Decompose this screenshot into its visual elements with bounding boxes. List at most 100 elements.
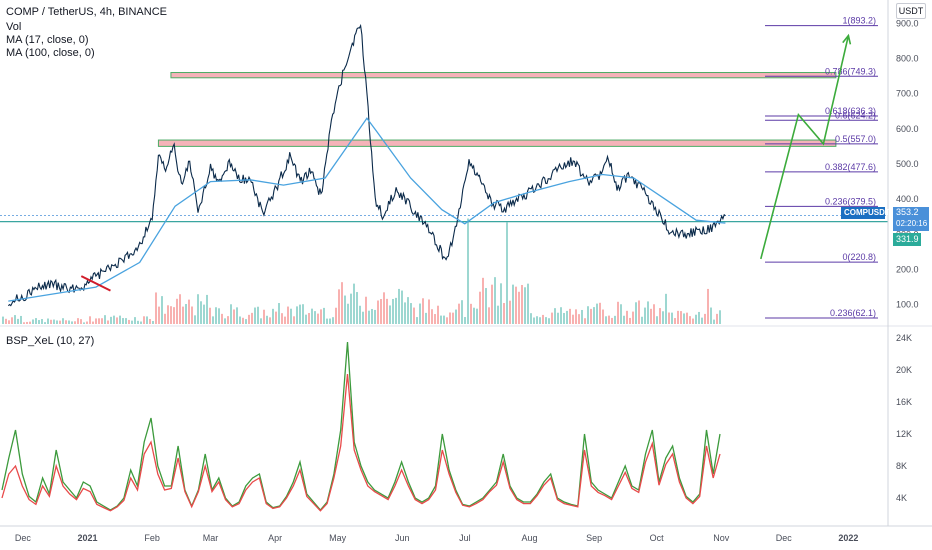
projection-path <box>760 35 850 260</box>
volume-bar <box>554 308 556 324</box>
volume-bar <box>443 315 445 324</box>
volume-bar <box>266 315 268 324</box>
volume-bar <box>38 320 40 324</box>
price-tick-label: 800.0 <box>896 53 919 63</box>
volume-bar <box>356 292 358 324</box>
volume-bar <box>623 315 625 324</box>
volume-bar <box>605 316 607 324</box>
fib-level-label: 0.382(477.6) <box>825 162 876 172</box>
volume-bar <box>530 313 532 324</box>
volume-bar <box>176 298 178 324</box>
volume-bar <box>509 300 511 324</box>
volume-bar <box>116 317 118 324</box>
legend-ma17[interactable]: MA (17, close, 0) <box>6 34 89 46</box>
volume-bar <box>500 283 502 324</box>
price-tick-label: 600.0 <box>896 124 919 134</box>
fib-level-label: 0.5(557.0) <box>835 134 876 144</box>
currency-button[interactable]: USDT <box>896 3 926 19</box>
volume-bar <box>503 303 505 324</box>
volume-bar <box>272 308 274 324</box>
volume-bar <box>335 307 337 324</box>
time-tick-label: Aug <box>521 533 537 543</box>
fib-level-label: 0.6(624.2) <box>835 110 876 120</box>
volume-bar <box>203 304 205 324</box>
time-tick-label: Jun <box>395 533 410 543</box>
volume-bar <box>80 319 82 324</box>
volume-bar <box>338 289 340 324</box>
volume-bar <box>146 316 148 324</box>
volume-bar <box>629 317 631 324</box>
volume-bar <box>665 293 667 324</box>
trendline[interactable] <box>80 275 111 292</box>
fibonacci-levels[interactable]: 1(893.2) 0.786(749.3) 0.618(636.3)0.6(624.… <box>765 16 878 319</box>
fib-level-label: 0.236(62.1) <box>830 308 876 318</box>
volume-bar <box>110 316 112 324</box>
volume-bar <box>173 307 175 324</box>
volume-bar <box>446 317 448 324</box>
volume-bar <box>704 313 706 324</box>
support-line[interactable] <box>0 215 888 223</box>
volume-bar <box>401 290 403 324</box>
volume-bar <box>377 300 379 324</box>
volume-bar <box>536 316 538 324</box>
volume-bar <box>287 306 289 324</box>
volume-bar <box>452 312 454 324</box>
volume-bar <box>386 298 388 324</box>
volume-bar <box>614 315 616 324</box>
legend-ma100[interactable]: MA (100, close, 0) <box>6 47 95 59</box>
volume-bar <box>86 321 88 324</box>
volume-bar <box>389 305 391 324</box>
oscillator-green-line <box>1 341 721 512</box>
oscillator-tick-label: 16K <box>896 397 912 407</box>
volume-bar <box>320 309 322 324</box>
volume-bar <box>353 283 355 324</box>
price-tick-label: 700.0 <box>896 89 919 99</box>
volume-bar <box>170 306 172 324</box>
volume-bar <box>248 314 250 324</box>
volume-bar <box>224 318 226 324</box>
volume-bar <box>167 305 169 324</box>
volume-bar <box>713 319 715 324</box>
volume-bar <box>260 318 262 324</box>
legend-oscillator[interactable]: BSP_XeL (10, 27) <box>6 335 95 347</box>
resistance-zone <box>170 72 837 79</box>
downtrend-line <box>80 275 111 292</box>
volume-bar <box>215 307 217 324</box>
volume-bar <box>632 311 634 324</box>
volume-bar <box>50 319 52 324</box>
volume-bar <box>620 304 622 324</box>
volume-bar <box>305 314 307 324</box>
volume-bar <box>2 316 4 324</box>
time-tick-label: Dec <box>15 533 32 543</box>
volume-bar <box>293 316 295 324</box>
volume-bar <box>275 311 277 324</box>
volume-bar <box>497 305 499 324</box>
volume-bar <box>521 284 523 324</box>
volume-bar <box>719 310 721 324</box>
projection-arrow[interactable] <box>760 33 852 260</box>
volume-bar <box>113 315 115 324</box>
volume-bar <box>416 317 418 324</box>
volume-bar <box>584 318 586 324</box>
volume-bar <box>209 307 211 324</box>
volume-bar <box>188 299 190 324</box>
resistance-zones[interactable] <box>157 72 837 147</box>
price-tick-label: 100.0 <box>896 300 919 310</box>
volume-bar <box>482 277 484 324</box>
volume-bar <box>278 303 280 324</box>
volume-bar <box>242 317 244 324</box>
volume-bar <box>656 316 658 324</box>
volume-bar <box>674 318 676 324</box>
volume-bar <box>230 304 232 324</box>
fib-level-label: 0.786(749.3) <box>825 66 876 76</box>
volume-bar <box>47 318 49 324</box>
ma-100-line <box>8 117 726 302</box>
legend-volume[interactable]: Vol <box>6 21 22 33</box>
volume-bar <box>422 298 424 324</box>
volume-bar <box>449 312 451 324</box>
volume-bar <box>152 321 154 324</box>
volume-bar <box>191 306 193 324</box>
volume-bar <box>617 301 619 324</box>
volume-bar <box>185 304 187 324</box>
volume-bar <box>485 288 487 324</box>
